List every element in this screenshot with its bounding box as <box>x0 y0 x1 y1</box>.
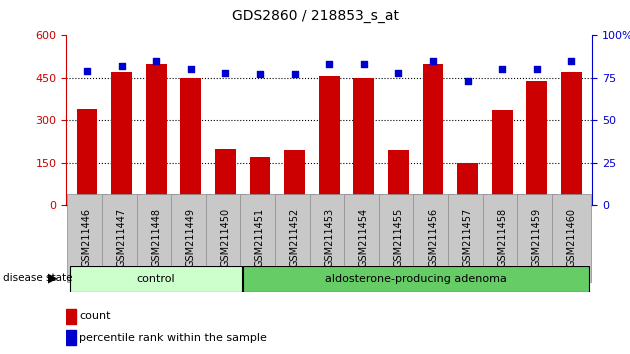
Bar <box>457 163 478 205</box>
Bar <box>111 72 132 205</box>
Bar <box>180 78 201 205</box>
Text: percentile rank within the sample: percentile rank within the sample <box>79 332 267 343</box>
Text: control: control <box>137 274 175 284</box>
Point <box>358 62 369 67</box>
Text: ▶: ▶ <box>47 272 57 284</box>
Point <box>462 79 472 84</box>
Text: GSM211446: GSM211446 <box>82 208 92 267</box>
Text: aldosterone-producing adenoma: aldosterone-producing adenoma <box>324 274 507 284</box>
Bar <box>249 157 270 205</box>
Point <box>117 63 127 69</box>
Point <box>255 72 265 77</box>
Text: GSM211449: GSM211449 <box>186 208 196 267</box>
Bar <box>319 76 340 205</box>
Point <box>428 58 438 64</box>
Text: GSM211459: GSM211459 <box>532 208 542 267</box>
Text: GSM211451: GSM211451 <box>255 208 265 267</box>
Point <box>220 70 231 76</box>
Bar <box>353 78 374 205</box>
Bar <box>66 309 76 324</box>
Text: GSM211456: GSM211456 <box>428 208 438 267</box>
Bar <box>146 64 166 205</box>
Point <box>393 70 403 76</box>
Bar <box>215 149 236 205</box>
Bar <box>69 266 242 292</box>
Bar <box>284 150 305 205</box>
Text: GSM211458: GSM211458 <box>497 208 507 267</box>
Point <box>186 67 196 72</box>
Bar <box>423 64 444 205</box>
Text: GSM211447: GSM211447 <box>117 208 127 267</box>
Point <box>566 58 576 64</box>
Point <box>290 72 300 77</box>
Bar <box>76 109 97 205</box>
Bar <box>388 150 409 205</box>
Text: GDS2860 / 218853_s_at: GDS2860 / 218853_s_at <box>231 9 399 23</box>
Text: GSM211452: GSM211452 <box>290 208 300 268</box>
Bar <box>527 81 547 205</box>
Bar <box>66 330 76 345</box>
Text: GSM211457: GSM211457 <box>462 208 472 268</box>
Text: GSM211448: GSM211448 <box>151 208 161 267</box>
Point <box>497 67 507 72</box>
Text: GSM211455: GSM211455 <box>393 208 403 268</box>
Bar <box>492 110 513 205</box>
Bar <box>561 72 582 205</box>
Point <box>532 67 542 72</box>
Text: disease state: disease state <box>3 273 72 283</box>
Text: count: count <box>79 311 111 321</box>
Text: GSM211454: GSM211454 <box>358 208 369 267</box>
Bar <box>243 266 590 292</box>
Text: GSM211453: GSM211453 <box>324 208 334 267</box>
Text: GSM211450: GSM211450 <box>220 208 231 267</box>
Point <box>324 62 334 67</box>
Point <box>151 58 161 64</box>
Text: GSM211460: GSM211460 <box>566 208 576 267</box>
Point <box>82 68 92 74</box>
